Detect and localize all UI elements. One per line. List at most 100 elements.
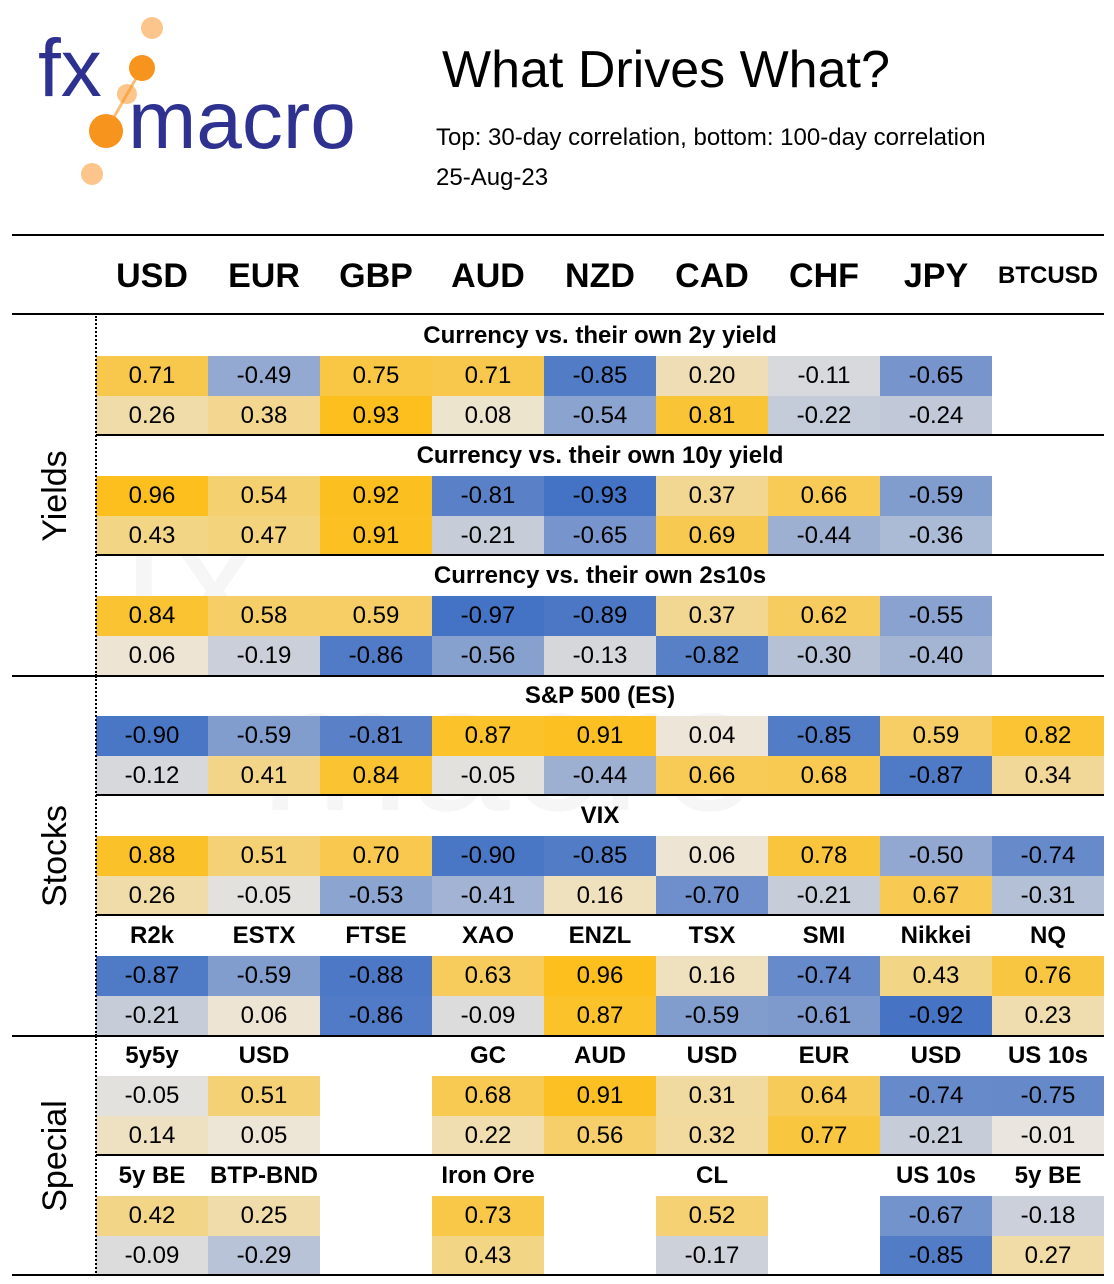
- cell-30d: 0.63: [432, 956, 544, 996]
- cell-100d: 0.47: [208, 516, 320, 556]
- cell-100d: -0.87: [880, 756, 992, 796]
- cell-100d: -0.05: [208, 876, 320, 916]
- cell-30d: 0.43: [880, 956, 992, 996]
- block-separator: [96, 794, 1104, 796]
- block-column-label: SMI: [802, 922, 846, 949]
- cell-30d: 0.84: [96, 596, 208, 636]
- cell-30d: -0.50: [880, 836, 992, 876]
- section-label-stocks: Stocks: [36, 804, 74, 908]
- block-title: VIX: [580, 802, 620, 829]
- cell-100d: 0.08: [432, 396, 544, 436]
- cell-100d: -0.53: [320, 876, 432, 916]
- page-subtitle: Top: 30-day correlation, bottom: 100-day…: [436, 124, 986, 151]
- cell-30d: -0.81: [320, 716, 432, 756]
- cell-100d: -0.31: [992, 876, 1104, 916]
- block-column-label: AUD: [574, 1042, 626, 1069]
- cell-100d: 0.38: [208, 396, 320, 436]
- cell-30d: 0.25: [208, 1196, 320, 1236]
- block-column-label: XAO: [461, 922, 514, 949]
- block-title: Currency vs. their own 2s10s: [433, 562, 767, 589]
- logo-text-fx: fx: [38, 23, 102, 114]
- cell-30d: 0.76: [992, 956, 1104, 996]
- cell-100d: 0.26: [96, 396, 208, 436]
- cell-30d: -0.65: [880, 356, 992, 396]
- cell-100d: 0.34: [992, 756, 1104, 796]
- block-column-label: 5y5y: [125, 1042, 179, 1069]
- cell-100d: -0.21: [432, 516, 544, 556]
- block-column-label: BTP-BND: [210, 1162, 318, 1189]
- block-column-label: 5y BE: [118, 1162, 186, 1189]
- cell-30d: 0.91: [544, 716, 656, 756]
- cell-100d: 0.32: [656, 1116, 768, 1156]
- block-column-label: GC: [470, 1042, 506, 1069]
- cell-100d: 0.81: [656, 396, 768, 436]
- cell-30d: -0.97: [432, 596, 544, 636]
- cell-30d: -0.11: [768, 356, 880, 396]
- cell-100d: 0.56: [544, 1116, 656, 1156]
- cell-30d: 0.96: [96, 476, 208, 516]
- cell-30d: -0.89: [544, 596, 656, 636]
- cell-100d: -0.19: [208, 636, 320, 676]
- column-header-btcusd: BTCUSD: [998, 262, 1098, 289]
- cell-30d: 0.51: [208, 836, 320, 876]
- cell-100d: 0.05: [208, 1116, 320, 1156]
- cell-30d: 0.59: [880, 716, 992, 756]
- cell-100d: -0.41: [432, 876, 544, 916]
- cell-100d: -0.40: [880, 636, 992, 676]
- cell-30d: -0.90: [96, 716, 208, 756]
- cell-30d: 0.71: [432, 356, 544, 396]
- block-column-label: US 10s: [1007, 1042, 1089, 1069]
- block-column-label: TSX: [688, 922, 736, 949]
- column-header-gbp: GBP: [339, 257, 413, 295]
- block-column-label: ENZL: [568, 922, 632, 949]
- cell-100d: 0.43: [96, 516, 208, 556]
- cell-30d: 0.37: [656, 596, 768, 636]
- cell-100d: 0.14: [96, 1116, 208, 1156]
- block-column-label: USD: [686, 1042, 738, 1069]
- cell-100d: -0.92: [880, 996, 992, 1036]
- cell-30d: 0.73: [432, 1196, 544, 1236]
- cell-100d: -0.21: [880, 1116, 992, 1156]
- cell-30d: 0.96: [544, 956, 656, 996]
- block-column-label: R2k: [129, 922, 175, 949]
- column-header-usd: USD: [116, 257, 188, 295]
- cell-100d: -0.24: [880, 396, 992, 436]
- cell-30d: -0.87: [96, 956, 208, 996]
- cell-100d: -0.70: [656, 876, 768, 916]
- cell-30d: 0.71: [96, 356, 208, 396]
- cell-30d: 0.54: [208, 476, 320, 516]
- section-divider-line: [95, 676, 97, 1036]
- cell-30d: 0.87: [432, 716, 544, 756]
- logo-dots: [81, 17, 163, 185]
- cell-100d: 0.22: [432, 1116, 544, 1156]
- cell-100d: -0.65: [544, 516, 656, 556]
- section-divider-line: [95, 316, 97, 676]
- cell-100d: -0.17: [656, 1236, 768, 1276]
- block-separator: [96, 554, 1104, 556]
- cell-100d: 0.43: [432, 1236, 544, 1276]
- cell-30d: 0.31: [656, 1076, 768, 1116]
- cell-30d: 0.91: [544, 1076, 656, 1116]
- block-column-label: EUR: [798, 1042, 850, 1069]
- logo-text-macro: macro: [128, 75, 356, 166]
- cell-30d: 0.75: [320, 356, 432, 396]
- fxmacro-logo: fx macro: [38, 17, 356, 185]
- cell-30d: -0.59: [208, 956, 320, 996]
- cell-100d: -0.21: [768, 876, 880, 916]
- cell-100d: 0.87: [544, 996, 656, 1036]
- cell-100d: 0.84: [320, 756, 432, 796]
- column-header-eur: EUR: [228, 257, 300, 295]
- cell-100d: 0.67: [880, 876, 992, 916]
- block-title: S&P 500 (ES): [524, 682, 676, 709]
- cell-100d: 0.06: [96, 636, 208, 676]
- cell-30d: -0.18: [992, 1196, 1104, 1236]
- block-title: Currency vs. their own 2y yield: [423, 322, 777, 349]
- section-label-special: Special: [36, 1100, 74, 1212]
- block-column-label: 5y BE: [1014, 1162, 1082, 1189]
- cell-100d: 0.77: [768, 1116, 880, 1156]
- cell-100d: -0.09: [432, 996, 544, 1036]
- cell-30d: -0.59: [208, 716, 320, 756]
- cell-30d: 0.16: [656, 956, 768, 996]
- cell-30d: -0.93: [544, 476, 656, 516]
- cell-30d: 0.58: [208, 596, 320, 636]
